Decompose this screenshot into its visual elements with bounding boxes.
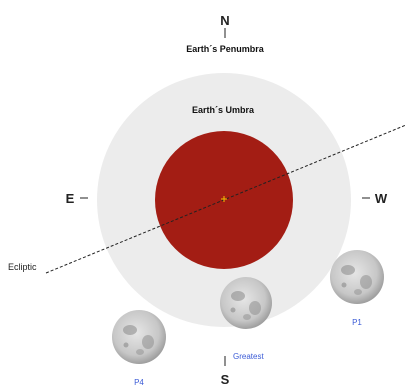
umbra-label: Earth´s Umbra bbox=[192, 105, 255, 115]
moon-p4 bbox=[112, 310, 166, 364]
penumbra-label: Earth´s Penumbra bbox=[186, 44, 265, 54]
compass-north: N bbox=[220, 13, 229, 28]
compass-east: E bbox=[66, 191, 75, 206]
center-mark bbox=[221, 196, 227, 202]
compass-south: S bbox=[221, 372, 230, 387]
compass-west: W bbox=[375, 191, 388, 206]
moon-greatest bbox=[220, 277, 272, 329]
ecliptic-label: Ecliptic bbox=[8, 262, 37, 272]
p4-label: P4 bbox=[134, 378, 144, 387]
greatest-label: Greatest bbox=[233, 352, 264, 361]
p1-label: P1 bbox=[352, 318, 362, 327]
moon-p1 bbox=[330, 250, 384, 304]
